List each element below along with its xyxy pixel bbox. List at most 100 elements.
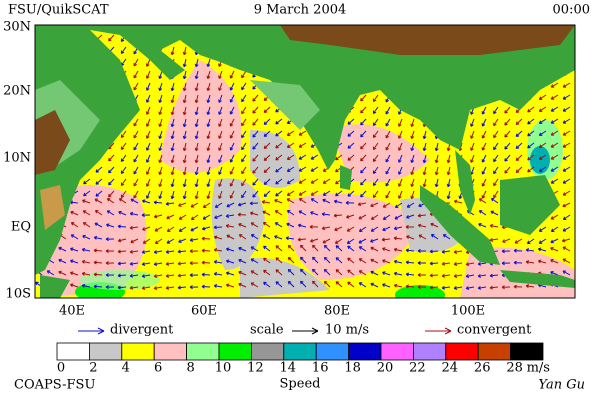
footer-right: Yan Gu [538, 378, 585, 393]
wind-arrow [206, 106, 211, 116]
wind-arrow [206, 82, 211, 92]
wind-arrow [346, 238, 355, 244]
wind-arrow [562, 270, 571, 276]
wind-arrow [158, 142, 163, 151]
wind-arrow [381, 237, 391, 242]
wind-arrow [166, 238, 175, 244]
wind-arrow [133, 166, 139, 175]
wind-arrow [218, 94, 223, 103]
wind-arrow [441, 273, 451, 278]
wind-arrow [370, 282, 379, 288]
wind-arrow [417, 260, 427, 265]
wind-arrow [481, 106, 487, 115]
lon-label: 100E [451, 304, 485, 319]
wind-arrow [562, 246, 571, 252]
wind-arrow [263, 142, 271, 150]
wind-arrow [372, 154, 379, 162]
wind-arrow [154, 226, 163, 232]
wind-arrow [562, 154, 571, 160]
wind-arrow [166, 226, 175, 232]
wind-arrow [201, 226, 211, 231]
wind-arrow [154, 238, 163, 245]
wind-arrow [70, 271, 79, 276]
wind-arrow [141, 262, 151, 266]
wind-arrow [527, 166, 535, 173]
wind-arrow [382, 226, 391, 232]
wind-arrow [170, 130, 175, 140]
lon-labels: 40E 60E 80E 100E [59, 304, 485, 319]
wind-arrow [206, 118, 211, 128]
time: 00:00 [553, 3, 590, 18]
wind-arrow [218, 190, 223, 199]
wind-arrow [527, 154, 535, 161]
convergent-label: convergent [457, 323, 532, 338]
wind-arrow [393, 271, 403, 276]
wind-arrow [562, 214, 571, 220]
wind-arrow [405, 272, 415, 277]
wind-arrow [493, 190, 499, 199]
colorbar-title: Speed [280, 377, 321, 392]
wind-arrow [372, 142, 379, 150]
wind-arrow [194, 106, 199, 116]
wind-arrow [229, 154, 235, 163]
wind-arrow [262, 210, 271, 216]
wind-arrow [263, 257, 271, 264]
colorbar-label: 2 [89, 361, 97, 376]
wind-arrow [322, 238, 331, 244]
wind-arrow [562, 166, 571, 172]
wind-arrow [177, 285, 187, 290]
wind-arrow [335, 154, 343, 161]
wind-arrow [95, 178, 103, 185]
wind-arrow [225, 247, 235, 252]
wind-arrow [537, 247, 547, 252]
wind-arrow [397, 154, 403, 163]
wind-arrow [106, 210, 115, 216]
wind-arrow [275, 118, 283, 125]
wind-arrow [194, 142, 199, 152]
wind-arrow [422, 178, 427, 188]
wind-arrow [252, 154, 259, 162]
wind-arrow [525, 248, 535, 253]
wind-arrow [370, 246, 379, 252]
wind-arrow [142, 238, 151, 244]
wind-arrow [250, 246, 259, 252]
wind-arrow [170, 154, 175, 164]
wind-arrow [493, 154, 499, 163]
lat-labels: 30N 20N 10N EQ 10S [3, 20, 31, 302]
wind-arrow [490, 197, 499, 204]
wind-arrow [562, 94, 571, 100]
colorbar-label: 4 [122, 361, 130, 376]
wind-arrow [120, 190, 127, 198]
wind-arrow [562, 130, 571, 136]
wind-arrow [145, 58, 151, 67]
wind-arrow [238, 234, 247, 240]
wind-arrow [287, 256, 295, 264]
wind-arrow [129, 211, 139, 216]
wind-arrow [118, 210, 127, 216]
wind-arrow [310, 190, 319, 196]
wind-arrow [434, 154, 439, 164]
lat-label: EQ [11, 220, 31, 235]
wind-arrow [434, 142, 439, 152]
wind-arrow [105, 285, 115, 290]
wind-arrow [434, 166, 439, 176]
wind-arrow [275, 190, 283, 197]
wind-arrow [129, 285, 139, 290]
wind-arrow [372, 130, 379, 138]
wind-arrow [417, 284, 427, 289]
wind-arrow [357, 202, 367, 207]
wind-arrow [158, 94, 163, 103]
wind-arrow [410, 154, 415, 163]
wind-arrow [297, 237, 307, 242]
wind-arrow [153, 274, 163, 278]
legend: divergent scale 10 m/s convergent [78, 323, 532, 338]
wind-arrow [453, 274, 463, 278]
wind-arrow [133, 154, 139, 163]
wind-arrow [417, 223, 427, 228]
wind-arrow [182, 178, 187, 188]
wind-arrow [527, 106, 535, 113]
wind-arrow [481, 130, 487, 139]
wind-arrow [213, 235, 223, 240]
wind-arrow [299, 244, 307, 252]
colorbar-swatch [315, 342, 350, 361]
